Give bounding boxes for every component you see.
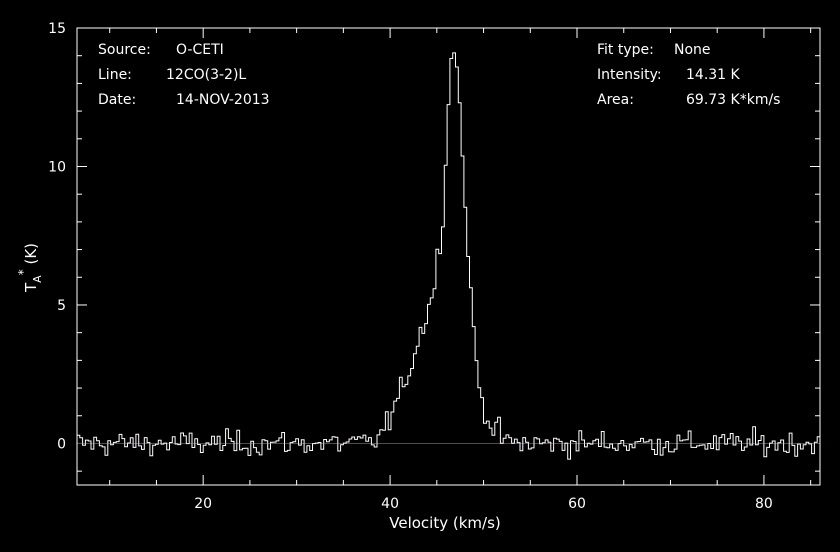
info-area-key: Area: xyxy=(597,92,634,108)
info-left: Source: O-CETI Line: 12CO(3-2)L Date: 14… xyxy=(98,42,270,108)
info-source-key: Source: xyxy=(98,42,151,58)
info-area-value: 69.73 K*km/s xyxy=(686,92,780,108)
y-tick-label: 0 xyxy=(57,436,66,452)
spectrum-line xyxy=(77,52,821,460)
info-intensity-key: Intensity: xyxy=(597,67,662,83)
info-intensity-value: 14.31 K xyxy=(686,67,741,83)
info-line-value: 12CO(3-2)L xyxy=(166,67,246,83)
tick-labels: 20 40 60 80 0 5 10 15 xyxy=(48,21,773,512)
y-tick-label: 15 xyxy=(48,21,66,37)
y-axis-label-main: T xyxy=(22,282,40,293)
x-tick-label: 40 xyxy=(381,496,399,512)
info-fit-value: None xyxy=(674,42,711,58)
info-line-key: Line: xyxy=(98,67,132,83)
x-tick-label: 80 xyxy=(755,496,773,512)
info-fit-key: Fit type: xyxy=(597,42,654,58)
plot-frame xyxy=(76,27,821,486)
x-axis-label: Velocity (km/s) xyxy=(389,514,500,532)
info-source-value: O-CETI xyxy=(176,42,224,58)
info-date-value: 14-NOV-2013 xyxy=(176,92,270,108)
y-tick-label: 10 xyxy=(48,159,66,175)
y-axis-label-sup: * xyxy=(16,269,30,275)
info-date-key: Date: xyxy=(98,92,136,108)
x-tick-label: 60 xyxy=(568,496,586,512)
y-axis-label: TA* (K) xyxy=(16,243,44,293)
info-right: Fit type: None Intensity: 14.31 K Area: … xyxy=(597,42,780,108)
y-axis-label-unit: (K) xyxy=(22,243,40,269)
y-axis-label-sub: A xyxy=(31,275,44,283)
x-tick-label: 20 xyxy=(194,496,212,512)
y-tick-label: 5 xyxy=(57,298,66,314)
